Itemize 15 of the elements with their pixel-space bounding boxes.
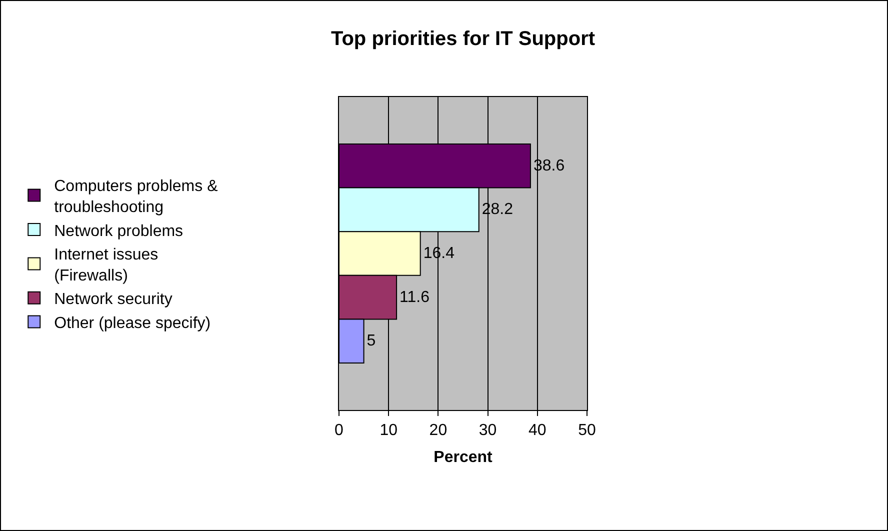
- x-tick-label: 20: [429, 422, 448, 440]
- x-axis-title: Percent: [434, 448, 494, 466]
- chart-title: Top priorities for IT Support: [330, 28, 596, 50]
- x-tick-label: 0: [334, 422, 344, 440]
- legend-label: Computers problems & troubleshooting: [54, 178, 218, 216]
- x-tick-label: 30: [478, 422, 497, 440]
- legend-label: Other (please specify): [54, 314, 211, 332]
- legend-label: Internet issues (Firewalls): [54, 246, 158, 284]
- legend-label: Network security: [54, 291, 172, 308]
- data-label: 11.6: [400, 288, 430, 306]
- x-tick-label: 50: [578, 422, 596, 440]
- legend-label: Network problems: [54, 222, 184, 240]
- x-tick-label: 40: [528, 422, 546, 440]
- data-label: 5: [366, 332, 376, 350]
- x-tick-label: 10: [380, 422, 398, 440]
